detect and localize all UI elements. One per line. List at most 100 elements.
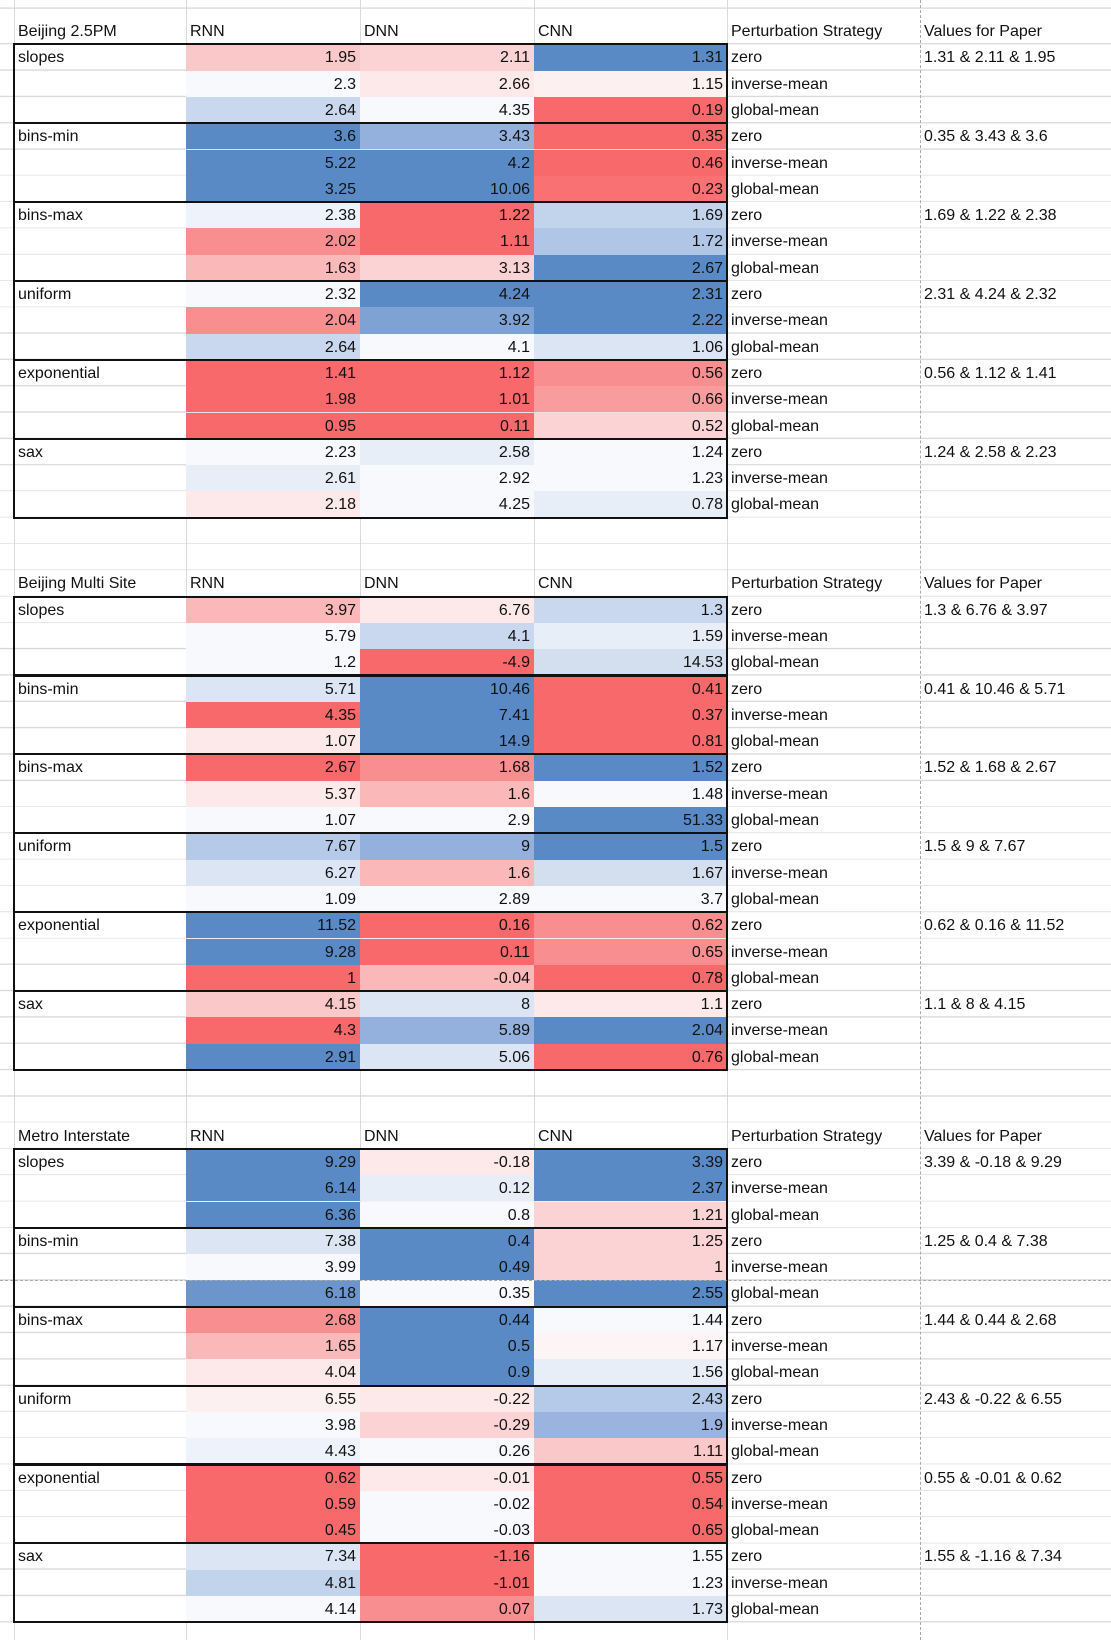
group-name: sax (18, 1548, 43, 1566)
strategy: inverse-mean (731, 1180, 828, 1198)
value-cell: 4.43 (186, 1438, 360, 1465)
value-cell: 0.35 (360, 1280, 534, 1307)
strategy: global-mean (731, 338, 820, 356)
value-cell: 6.18 (186, 1280, 360, 1307)
value-cell: 1.07 (186, 807, 360, 834)
value-cell: 0.56 (534, 359, 727, 387)
value-cell: 5.71 (186, 675, 360, 702)
value-cell: 9.29 (186, 1148, 360, 1176)
value-cell: 1.1 (534, 991, 727, 1018)
strategy: inverse-mean (731, 864, 828, 882)
strategy: zero (731, 1469, 763, 1487)
column-header: CNN (538, 1127, 573, 1145)
strategy: inverse-mean (731, 1259, 828, 1277)
group-name: exponential (18, 1469, 100, 1487)
value-cell: -0.22 (360, 1385, 534, 1412)
value-cell: 51.33 (534, 807, 727, 834)
value-cell: 3.98 (186, 1411, 360, 1439)
strategy: zero (731, 207, 763, 225)
value-cell: 1.56 (534, 1359, 727, 1386)
group-name: exponential (18, 917, 100, 935)
value-cell: 7.41 (360, 701, 534, 729)
value-cell: 2.04 (186, 307, 360, 334)
group-name: bins-max (18, 1311, 83, 1329)
paper-values: 1.69 & 1.22 & 2.38 (924, 207, 1057, 225)
value-cell: 14.9 (360, 728, 534, 755)
value-cell: 4.15 (186, 991, 360, 1018)
value-cell: 2.37 (534, 1175, 727, 1202)
group-name: exponential (18, 364, 100, 382)
value-cell: 0.37 (534, 701, 727, 729)
strategy: global-mean (731, 890, 820, 908)
strategy: global-mean (731, 1522, 820, 1540)
strategy: global-mean (731, 1285, 820, 1303)
value-cell: 0.76 (534, 1043, 727, 1070)
value-cell: 4.35 (360, 96, 534, 124)
strategy: global-mean (731, 1364, 820, 1382)
value-cell: 1.52 (534, 754, 727, 781)
value-cell: 2.67 (186, 754, 360, 781)
strategy: zero (731, 996, 763, 1014)
strategy: global-mean (731, 812, 820, 829)
value-cell: 0.19 (534, 96, 727, 124)
strategy: inverse-mean (731, 154, 828, 172)
value-cell: -0.18 (360, 1148, 534, 1176)
value-cell: 4.3 (186, 1017, 360, 1044)
value-cell: 4.35 (186, 701, 360, 729)
value-cell: 1.67 (534, 859, 727, 886)
value-cell: 1.09 (186, 885, 360, 913)
strategy: global-mean (731, 654, 820, 672)
value-cell: 3.7 (534, 885, 727, 913)
value-cell: 0.5 (360, 1333, 534, 1360)
value-cell: 1.01 (360, 386, 534, 413)
column-header: Perturbation Strategy (731, 575, 883, 593)
strategy: zero (731, 838, 763, 856)
value-cell: 0.59 (186, 1490, 360, 1518)
value-cell: 3.6 (186, 123, 360, 150)
group-name: bins-min (18, 128, 79, 146)
value-cell: 3.92 (360, 307, 534, 334)
strategy: inverse-mean (731, 312, 828, 330)
section-title: Beijing 2.5PM (18, 23, 117, 40)
group-name: slopes (18, 49, 65, 67)
value-cell: 1.23 (534, 1569, 727, 1596)
value-cell: 2.9 (360, 807, 534, 834)
value-cell: 1.68 (360, 754, 534, 781)
section-title: Metro Interstate (18, 1127, 131, 1145)
value-cell: 1.21 (534, 1201, 727, 1228)
value-cell: -1.01 (360, 1569, 534, 1596)
value-cell: 1.98 (186, 386, 360, 413)
group-name: uniform (18, 838, 72, 856)
paper-values: 1.31 & 2.11 & 1.95 (924, 49, 1056, 67)
value-cell: 1.31 (534, 44, 727, 71)
strategy: global-mean (731, 259, 820, 277)
value-cell: 1.6 (360, 859, 534, 886)
value-cell: 2.55 (534, 1280, 727, 1307)
value-cell: 4.24 (360, 281, 534, 308)
value-cell: 2.64 (186, 96, 360, 124)
value-cell: 1.63 (186, 254, 360, 281)
value-cell: -0.04 (360, 964, 534, 992)
column-header: Perturbation Strategy (731, 1127, 883, 1145)
value-cell: 4.2 (360, 149, 534, 176)
value-cell: -0.02 (360, 1490, 534, 1518)
strategy: zero (731, 917, 763, 935)
strategy: zero (731, 286, 763, 303)
strategy: inverse-mean (731, 1338, 828, 1355)
column-header: RNN (190, 23, 225, 40)
paper-values: 0.56 & 1.12 & 1.41 (924, 364, 1057, 382)
strategy: inverse-mean (731, 75, 828, 93)
value-cell: 0.65 (534, 1517, 727, 1544)
value-cell: 1.65 (186, 1333, 360, 1360)
value-cell: -4.9 (360, 649, 534, 676)
value-cell: 1.07 (186, 728, 360, 755)
paper-values: 1.44 & 0.44 & 2.68 (924, 1311, 1057, 1329)
group-name: bins-min (18, 680, 79, 698)
value-cell: 2.3 (186, 70, 360, 97)
strategy: inverse-mean (731, 706, 828, 724)
value-cell: 9 (360, 833, 534, 860)
value-cell: 0.55 (534, 1464, 727, 1491)
value-cell: 0.65 (534, 938, 727, 965)
value-cell: 2.38 (186, 202, 360, 229)
